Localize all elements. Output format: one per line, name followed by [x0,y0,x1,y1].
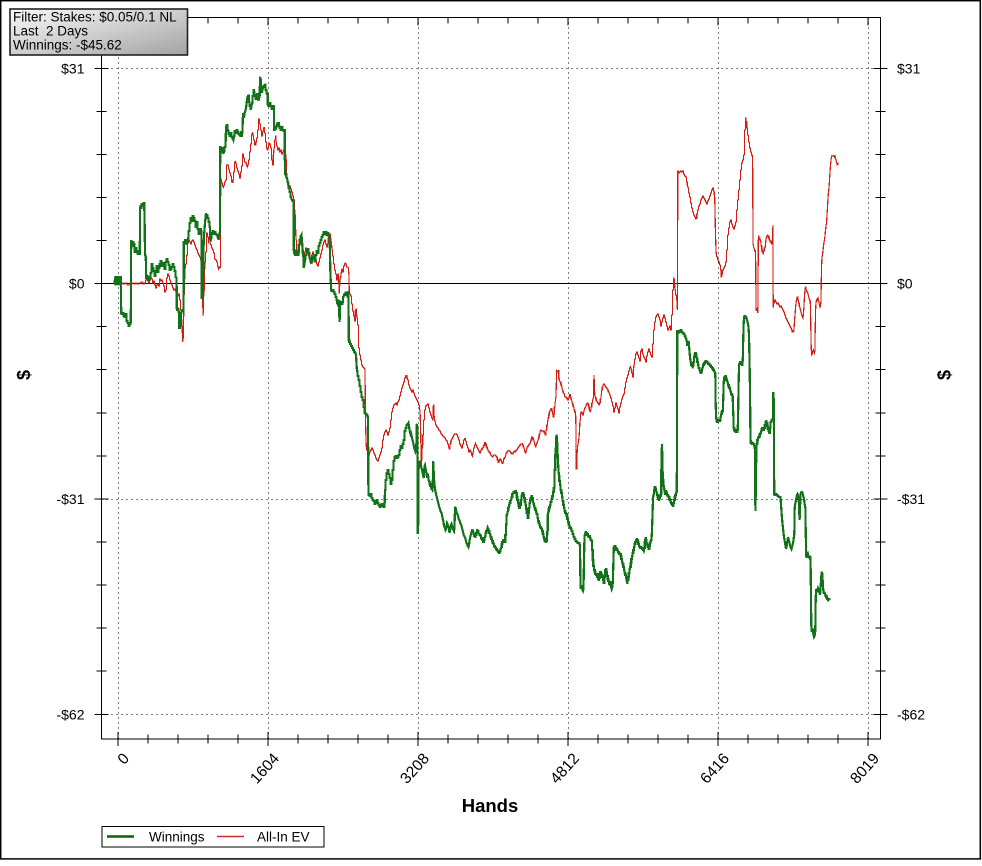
svg-text:Winnings: Winnings [149,830,205,845]
svg-text:Last 2 Days: Last 2 Days [13,24,88,39]
svg-text:$0: $0 [69,276,85,292]
svg-text:$: $ [14,370,34,380]
svg-text:$31: $31 [897,60,921,76]
svg-text:$0: $0 [897,276,913,292]
svg-text:-$62: -$62 [897,706,925,722]
svg-text:Filter: Stakes: $0.05/0.1 NL: Filter: Stakes: $0.05/0.1 NL [13,10,177,25]
svg-text:Hands: Hands [462,795,519,816]
svg-text:-$31: -$31 [56,491,84,507]
svg-text:$: $ [935,370,955,380]
svg-text:All-In EV: All-In EV [257,830,310,845]
svg-text:-$62: -$62 [56,706,84,722]
svg-text:Winnings: -$45.62: Winnings: -$45.62 [13,38,122,53]
svg-text:-$31: -$31 [897,491,925,507]
svg-text:$31: $31 [61,60,85,76]
